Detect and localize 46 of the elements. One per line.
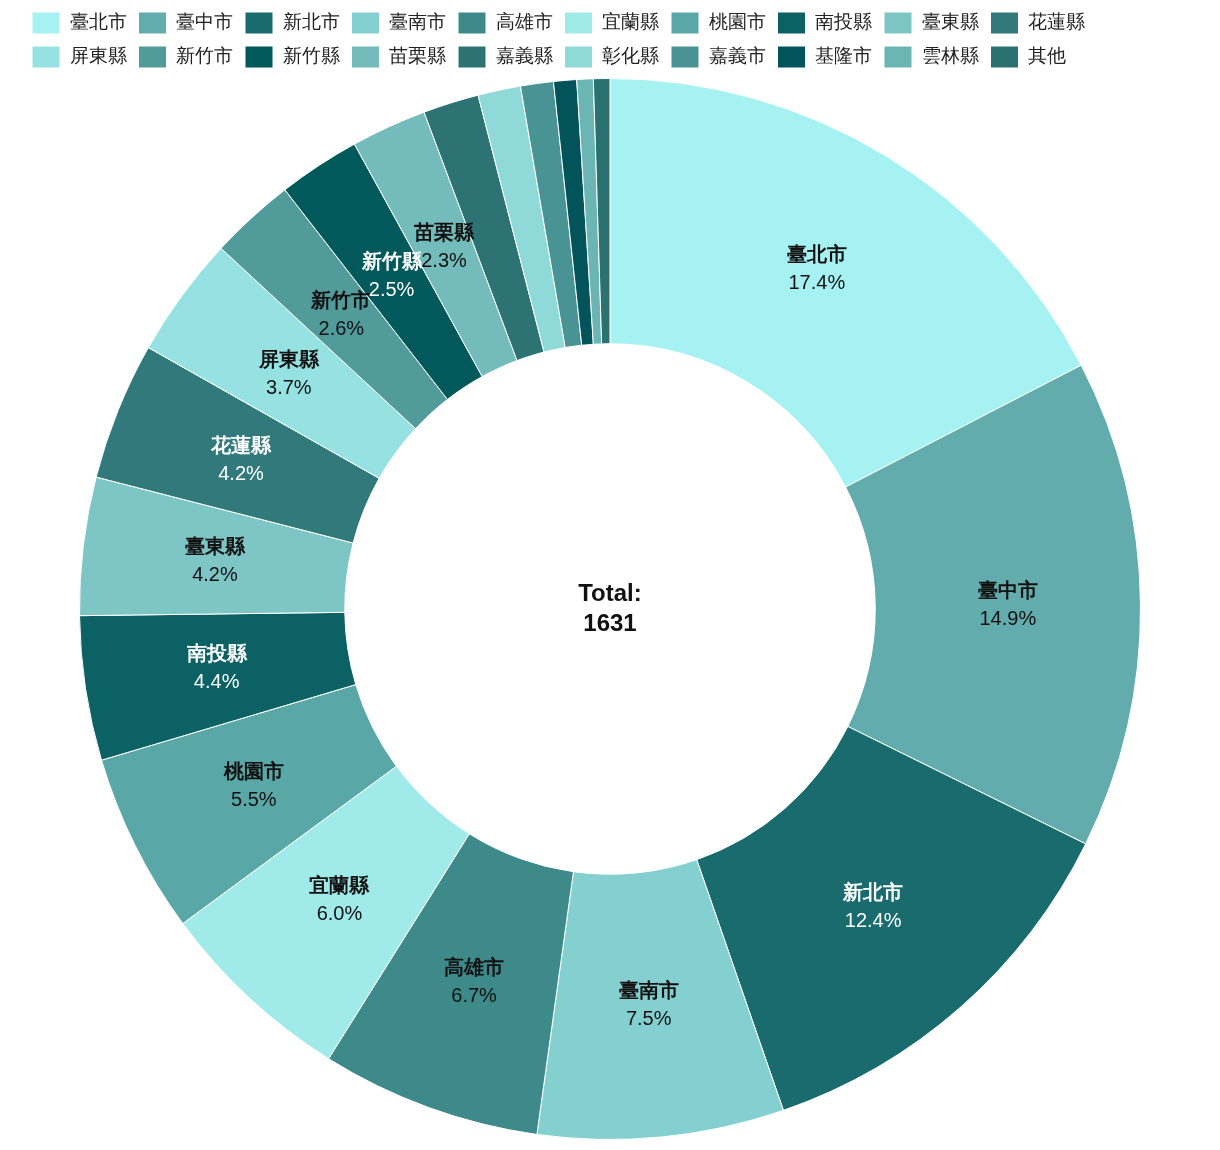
legend-label: 臺中市: [176, 11, 233, 33]
legend-label: 桃園市: [708, 11, 766, 33]
slice-label: 高雄市: [444, 956, 505, 979]
text: Total: 1631: [578, 578, 642, 636]
legend-label: 新北市: [282, 11, 340, 33]
slice-label: 宜蘭縣: [309, 874, 371, 897]
data-label: 6.0%: [316, 902, 363, 925]
legend-label: 新竹縣: [282, 45, 340, 67]
data-label: 14.9%: [979, 606, 1037, 629]
legend-label: 臺南市: [389, 11, 446, 33]
slice-label: 南投縣: [185, 642, 248, 665]
legend-label: 臺東縣: [921, 11, 979, 33]
legend-label: 嘉義市: [708, 45, 766, 67]
slice-label: 臺北市: [786, 242, 847, 265]
legend-label: 基隆市: [815, 45, 872, 67]
slice-label: 花蓮縣: [209, 433, 272, 456]
slice-label: 屏東縣: [257, 347, 320, 370]
data-label: 17.4%: [788, 270, 846, 293]
legend-label: 屏東縣: [69, 45, 127, 67]
slice-label: 臺東縣: [184, 535, 246, 558]
data-label: 4.2%: [192, 563, 238, 586]
data-label: 2.3%: [421, 248, 467, 271]
slice-label: 新北市: [842, 880, 904, 903]
legend-label: 苗栗縣: [389, 45, 446, 67]
legend-label: 南投縣: [815, 11, 872, 33]
legend-label: 臺北市: [69, 11, 127, 33]
data-label: 5.5%: [231, 787, 277, 810]
slice-label: 臺南市: [618, 978, 679, 1001]
data-label: 6.7%: [451, 984, 498, 1007]
legend-label: 彰化縣: [602, 45, 659, 67]
data-label: 7.5%: [625, 1006, 672, 1029]
slice-label: 苗栗縣: [412, 220, 475, 243]
slice-label: 桃園市: [222, 759, 284, 782]
legend-label: 嘉義縣: [495, 45, 553, 67]
slice-label: 臺中市: [977, 578, 1038, 601]
legend-label: 宜蘭縣: [602, 11, 659, 33]
data-label: 2.6%: [318, 317, 365, 340]
legend-label: 高雄市: [495, 11, 553, 33]
legend-label: 雲林縣: [921, 45, 979, 67]
data-label: 4.4%: [193, 670, 240, 693]
data-label: 3.7%: [266, 375, 312, 398]
data-label: 12.4%: [844, 908, 902, 931]
legend-label: 花蓮縣: [1028, 11, 1085, 33]
legend-label: 其他: [1028, 45, 1066, 67]
legend-label: 新竹市: [176, 45, 233, 67]
data-label: 4.2%: [218, 461, 264, 484]
